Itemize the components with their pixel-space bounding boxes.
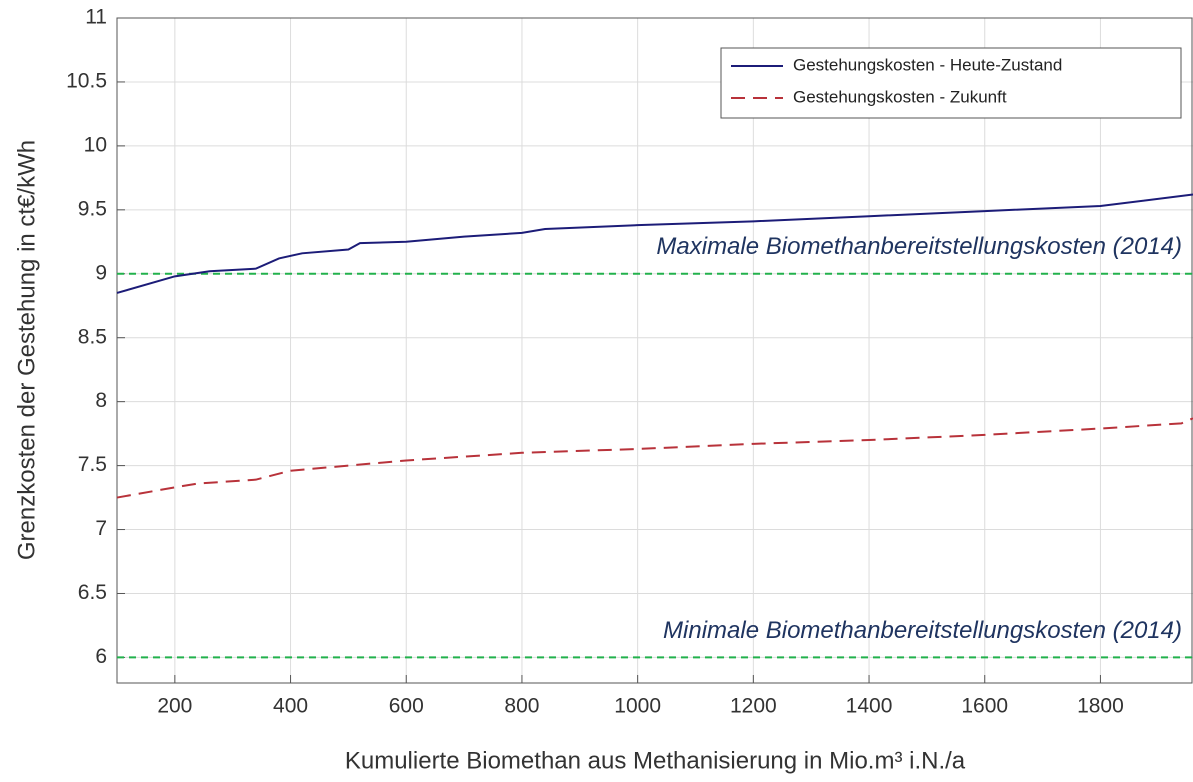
y-tick-label: 10.5: [66, 69, 107, 92]
legend: Gestehungskosten - Heute-Zustand Gestehun…: [720, 47, 1182, 119]
series-line: [116, 417, 1193, 499]
y-tick-label: 8.5: [78, 325, 107, 348]
x-tick-label: 800: [504, 695, 539, 718]
x-tick-label: 1200: [730, 695, 777, 718]
legend-box: [720, 47, 1182, 119]
x-tick-label: 1800: [1077, 695, 1124, 718]
y-axis-label: Grenzkosten der Gestehung in ct€/kWh: [13, 140, 40, 560]
annotation: Maximale Biomethanbereitstellungskosten …: [656, 233, 1182, 260]
x-tick-label: 600: [389, 695, 424, 718]
y-tick-label: 7: [95, 517, 107, 540]
x-tick-label: 1600: [961, 695, 1008, 718]
y-tick-label: 9.5: [78, 197, 107, 220]
x-tick-label: 400: [273, 695, 308, 718]
plot-frame: [116, 17, 1193, 684]
legend-label: Gestehungskosten - Heute-Zustand: [793, 55, 1062, 74]
y-tick-label: 6.5: [78, 581, 107, 604]
y-tick-label: 6: [95, 645, 107, 668]
plot-area: [117, 18, 1193, 683]
x-tick-label: 1000: [614, 695, 661, 718]
x-axis-label: Kumulierte Biomethan aus Methanisierung …: [345, 747, 966, 774]
legend-label: Gestehungskosten - Zukunft: [793, 87, 1007, 106]
x-tick-label: 1400: [846, 695, 893, 718]
annotation: Minimale Biomethanbereitstellungskosten …: [663, 617, 1182, 644]
y-tick-label: 8: [95, 389, 107, 412]
y-tick-label: 11: [85, 6, 107, 29]
series-line: [116, 193, 1193, 294]
y-tick-label: 7.5: [78, 453, 107, 476]
y-tick-label: 10: [84, 133, 107, 156]
y-tick-label: 9: [95, 261, 107, 284]
x-tick-label: 200: [157, 695, 192, 718]
